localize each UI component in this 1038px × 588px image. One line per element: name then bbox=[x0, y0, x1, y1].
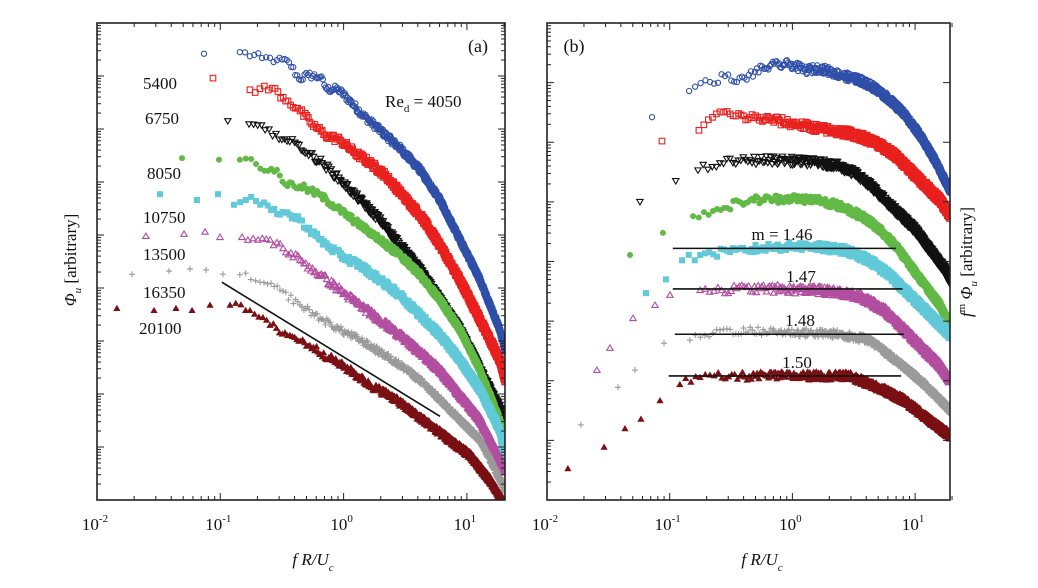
marker-10750 bbox=[237, 199, 244, 206]
panel-a-plot-area bbox=[113, 49, 505, 500]
series-5400 bbox=[209, 74, 505, 386]
marker-4050 bbox=[270, 58, 277, 66]
marker-4050 bbox=[288, 63, 295, 71]
marker-10750 bbox=[193, 197, 200, 204]
panel-a: 10-2 10-1 100 101 (a) Red = 4050 5400 6750 … bbox=[61, 22, 506, 574]
marker-4050 bbox=[501, 346, 505, 354]
marker-10750 bbox=[215, 191, 222, 198]
marker-10750 bbox=[298, 217, 305, 224]
marker-10750 bbox=[271, 205, 278, 212]
panel-a-data bbox=[113, 49, 505, 500]
marker-5400 bbox=[209, 74, 217, 82]
marker-4050 bbox=[311, 71, 318, 78]
marker-4050 bbox=[255, 50, 262, 57]
marker-4050 bbox=[236, 49, 243, 56]
marker-4050 bbox=[200, 50, 208, 57]
marker-8050 bbox=[178, 155, 185, 162]
series-4050 bbox=[200, 49, 505, 356]
marker-4050 bbox=[258, 54, 266, 62]
marker-8050 bbox=[215, 156, 222, 163]
marker-8050 bbox=[276, 172, 283, 179]
marker-5400 bbox=[251, 89, 259, 96]
marker-8050 bbox=[242, 155, 249, 162]
marker-8050 bbox=[248, 156, 255, 163]
marker-8050 bbox=[273, 166, 280, 173]
marker-5400 bbox=[260, 82, 268, 90]
marker-4050 bbox=[337, 86, 345, 93]
marker-10750 bbox=[230, 201, 237, 208]
marker-5400 bbox=[264, 86, 272, 94]
marker-4050 bbox=[346, 96, 354, 103]
marker-10750 bbox=[156, 191, 163, 198]
marker-4050 bbox=[241, 49, 249, 56]
marker-10750 bbox=[242, 197, 249, 204]
marker-4050 bbox=[266, 54, 274, 61]
marker-8050 bbox=[236, 156, 243, 163]
marker-4050 bbox=[319, 76, 327, 83]
marker-6750 bbox=[223, 118, 232, 126]
marker-4050 bbox=[290, 64, 297, 71]
marker-8050 bbox=[253, 160, 260, 167]
marker-4050 bbox=[351, 103, 358, 110]
marker-4050 bbox=[263, 54, 270, 61]
